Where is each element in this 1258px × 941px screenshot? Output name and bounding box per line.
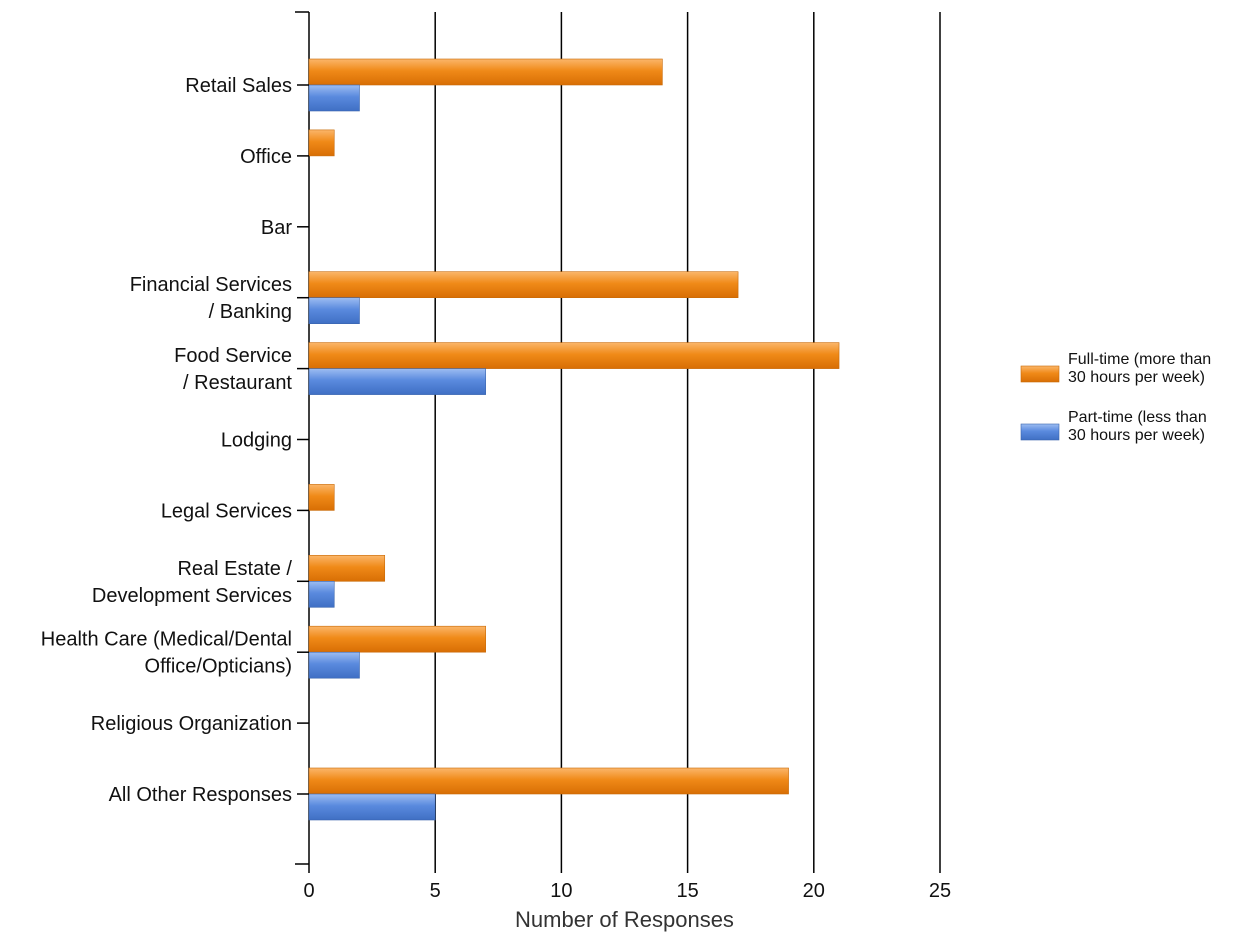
bar-full-time [308,484,335,511]
bar-full-time [308,767,789,795]
x-tick-label: 25 [929,880,951,902]
category-label: Health Care (Medical/Dental [41,629,292,651]
category-label: Retail Sales [185,75,292,97]
x-tick-label: 0 [303,880,314,902]
category-label: Office/Opticians) [145,656,292,678]
bar-full-time [308,342,840,369]
category-label: Office [240,146,292,168]
bar-part-time [308,297,360,325]
bar-full-time [308,58,663,86]
category-label: Financial Services [130,274,292,296]
x-tick-label: 10 [550,880,572,902]
legend-swatch-full-time [1020,365,1060,383]
bar-part-time [308,368,486,395]
category-label: Development Services [92,585,292,607]
bar-full-time [308,271,739,299]
bar-part-time [308,793,436,821]
legend-label-full-time: 30 hours per week) [1068,369,1205,386]
bar-part-time [308,84,360,112]
category-label: Food Service [174,345,292,367]
bar-full-time [308,554,386,582]
legend-label-full-time: Full-time (more than [1068,351,1211,368]
legend-swatch-part-time [1020,423,1060,441]
x-tick-label: 20 [803,880,825,902]
x-tick-label: 5 [430,880,441,902]
category-label: Religious Organization [91,713,292,735]
category-label: / Banking [209,301,292,323]
x-axis-title: Number of Responses [515,907,734,932]
category-label: Bar [261,217,292,239]
bars [308,58,840,821]
bar-full-time [308,625,486,653]
bar-full-time [308,129,335,157]
gridlines [434,12,941,864]
legend-label-part-time: 30 hours per week) [1068,427,1205,444]
x-tick-label: 15 [676,880,698,902]
category-label: Lodging [221,430,292,452]
category-label: Legal Services [161,500,292,522]
bar-part-time [308,580,335,608]
bar-part-time [308,651,360,679]
category-label: / Restaurant [183,372,292,394]
category-label: Real Estate / [177,558,292,580]
category-label: All Other Responses [109,784,292,806]
legend-label-part-time: Part-time (less than [1068,409,1207,426]
